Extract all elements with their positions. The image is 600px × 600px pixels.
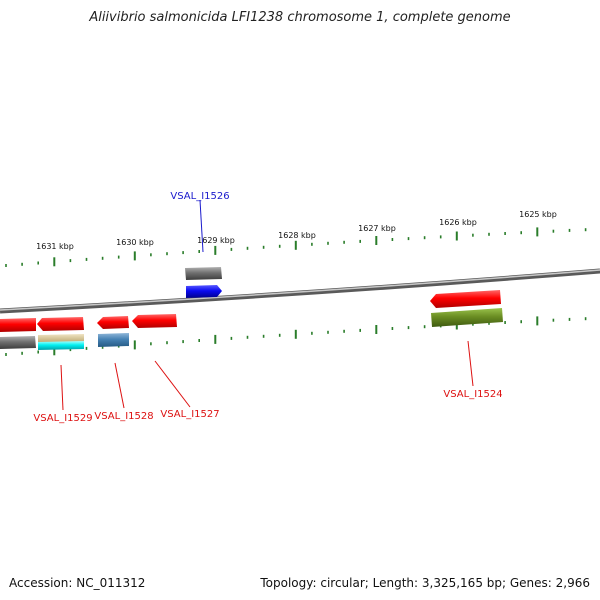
chromosome-backbone xyxy=(0,268,600,314)
ruler-label: 1625 kbp xyxy=(519,210,557,219)
gene-arrow-vsal-i1526[interactable] xyxy=(186,285,222,298)
inner-tick-ruler xyxy=(5,316,587,356)
map-title: Aliivibrio salmonicida LFI1238 chromosom… xyxy=(89,10,511,25)
gene-label-vsal-i1529[interactable]: VSAL_I1529 xyxy=(33,413,92,424)
feature-block-cyan[interactable] xyxy=(38,341,84,350)
ruler-label: 1628 kbp xyxy=(278,231,316,240)
gene-label-vsal-i1528[interactable]: VSAL_I1528 xyxy=(94,411,153,422)
accession-text: Accession: NC_011312 xyxy=(9,576,146,590)
gene-label-vsal-i1524[interactable]: VSAL_I1524 xyxy=(443,389,502,400)
ruler-label: 1626 kbp xyxy=(439,218,477,227)
feature-block-tan[interactable] xyxy=(38,334,84,343)
leader-line-vsal-i1528 xyxy=(114,362,125,409)
feature-block-steel[interactable] xyxy=(98,333,129,347)
leader-line-vsal-i1524 xyxy=(467,340,474,387)
gene-arrow-vsal-i1524[interactable] xyxy=(430,290,501,308)
gene-arrow-left-partial[interactable] xyxy=(0,318,36,332)
backbone-highlight xyxy=(0,269,600,311)
ruler-label: 1629 kbp xyxy=(197,236,235,245)
leader-line-vsal-i1529 xyxy=(60,364,64,411)
leader-line-vsal-i1526 xyxy=(199,199,204,253)
gene-arrow-vsal-i1529[interactable] xyxy=(37,317,84,331)
outer-tick-ruler xyxy=(5,227,587,267)
gene-arrow-vsal-i1527[interactable] xyxy=(132,314,177,328)
feature-block-gray-left[interactable] xyxy=(0,336,36,349)
feature-block-gray[interactable] xyxy=(185,267,222,280)
gene-label-vsal-i1527[interactable]: VSAL_I1527 xyxy=(160,409,219,420)
ruler-label: 1627 kbp xyxy=(358,224,396,233)
feature-block-olive[interactable] xyxy=(431,308,503,327)
gene-arrow-vsal-i1528[interactable] xyxy=(97,316,129,329)
ruler-label: 1630 kbp xyxy=(116,238,154,247)
gene-label-vsal-i1526[interactable]: VSAL_I1526 xyxy=(170,191,229,202)
ruler-label: 1631 kbp xyxy=(36,242,74,251)
leader-line-vsal-i1527 xyxy=(154,360,191,408)
genome-summary-text: Topology: circular; Length: 3,325,165 bp… xyxy=(260,576,590,590)
